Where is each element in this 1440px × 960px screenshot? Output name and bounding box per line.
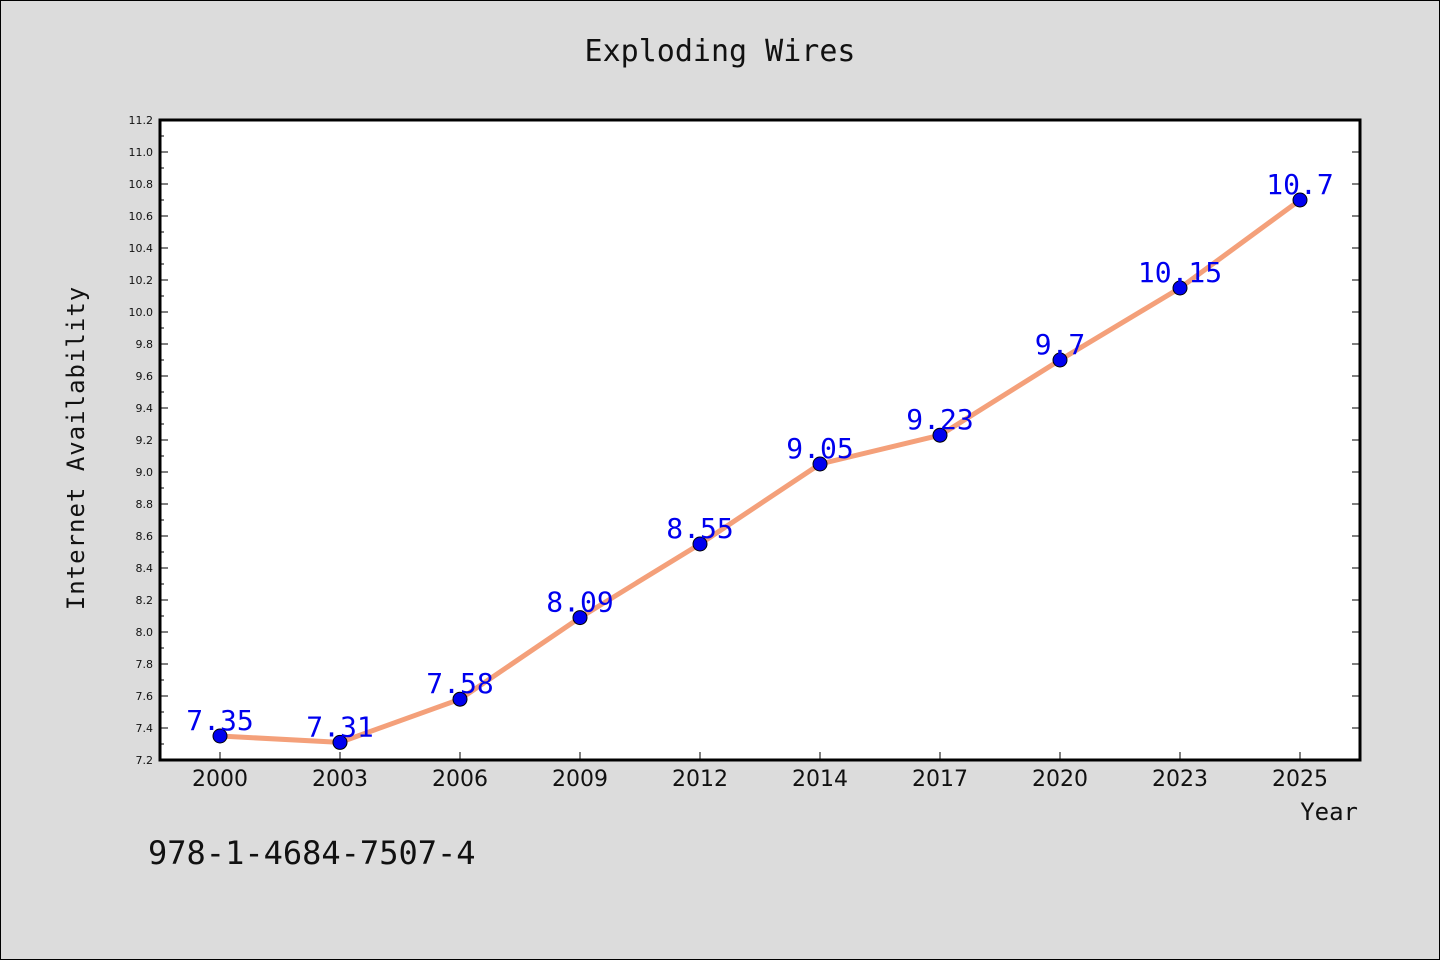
- data-label: 7.35: [186, 704, 253, 737]
- x-axis: 2000 2003 2006 2009 2012 2014 2017 2020 2023 2025: [192, 752, 1328, 792]
- data-label: 8.55: [666, 512, 733, 545]
- y-tick-label: 9.2: [136, 434, 154, 447]
- x-tick-label: 2023: [1152, 767, 1208, 792]
- y-tick-label: 9.4: [136, 402, 154, 415]
- x-tick-label: 2006: [432, 767, 488, 792]
- data-point: [572, 610, 588, 626]
- x-tick-label: 2014: [792, 767, 848, 792]
- data-point: [1052, 352, 1068, 368]
- data-point: [332, 734, 348, 750]
- y-tick-label: 8.6: [136, 530, 154, 543]
- y-tick-label: 10.4: [129, 242, 154, 255]
- y-tick-label: 11.2: [129, 114, 154, 127]
- data-label: 9.7: [1035, 328, 1086, 361]
- data-label: 7.31: [306, 710, 373, 743]
- y-tick-label: 7.6: [136, 690, 154, 703]
- y-tick-label: 8.2: [136, 594, 154, 607]
- data-label: 8.09: [546, 586, 613, 619]
- y-tick-label: 8.8: [136, 498, 154, 511]
- series-group: 7.35 7.31 7.58 8.09 8.55 9.05 9.23 9.7 10.15 10.7: [186, 168, 1334, 750]
- y-tick-label: 7.4: [136, 722, 154, 735]
- y-axis-label: Internet Availability: [62, 286, 90, 610]
- data-point: [812, 456, 828, 472]
- chart-title: Exploding Wires: [584, 34, 856, 69]
- x-tick-label: 2009: [552, 767, 608, 792]
- y-tick-label: 10.2: [129, 274, 154, 287]
- data-label: 10.15: [1138, 256, 1222, 289]
- y-tick-label: 10.0: [129, 306, 154, 319]
- data-point: [452, 691, 468, 707]
- y-axis: 7.2 7.4 7.6 7.8 8.0 8.2 8.4 8.6 8.8 9.0 9.2 9.4 9.6 9…: [129, 114, 1360, 767]
- y-tick-label: 9.0: [136, 466, 154, 479]
- y-tick-label: 9.6: [136, 370, 154, 383]
- data-point: [1172, 280, 1188, 296]
- data-label: 9.23: [906, 403, 973, 436]
- y-tick-label: 8.4: [136, 562, 154, 575]
- series-line: [217, 197, 1303, 745]
- y-tick-label: 7.2: [136, 754, 154, 767]
- y-tick-label: 10.8: [129, 178, 154, 191]
- data-label: 7.58: [426, 667, 493, 700]
- data-point: [692, 536, 708, 552]
- data-label: 10.7: [1266, 168, 1333, 201]
- x-tick-label: 2017: [912, 767, 968, 792]
- x-tick-label: 2003: [312, 767, 368, 792]
- y-tick-label: 8.0: [136, 626, 154, 639]
- x-tick-label: 2000: [192, 767, 248, 792]
- plot-border: [158, 118, 1362, 762]
- y-tick-label: 7.8: [136, 658, 154, 671]
- x-tick-label: 2020: [1032, 767, 1088, 792]
- data-point: [212, 728, 228, 744]
- y-tick-label: 10.6: [129, 210, 154, 223]
- plot-area: [160, 120, 1360, 760]
- x-tick-label: 2025: [1272, 767, 1328, 792]
- data-label: 9.05: [786, 432, 853, 465]
- x-tick-label: 2012: [672, 767, 728, 792]
- y-tick-label: 11.0: [129, 146, 154, 159]
- x-axis-label: Year: [1300, 798, 1358, 826]
- data-point: [1292, 192, 1308, 208]
- isbn-text: 978-1-4684-7507-4: [148, 834, 476, 872]
- y-tick-label: 9.8: [136, 338, 154, 351]
- data-point: [932, 427, 948, 443]
